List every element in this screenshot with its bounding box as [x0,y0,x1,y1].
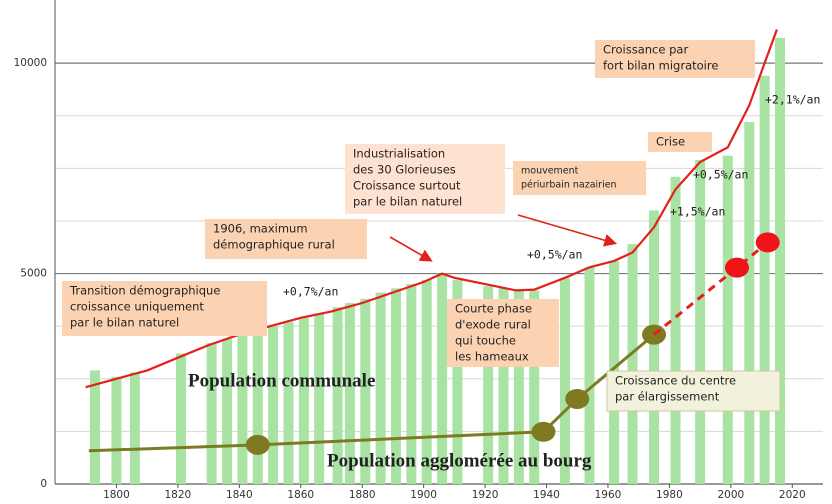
annotation-box [595,40,755,78]
annotation-text: les hameaux [455,350,529,364]
bar [559,277,570,484]
bar [222,338,233,484]
bar [360,298,371,484]
series-line [85,29,778,389]
bar [390,288,401,484]
series-label: Population communale [188,370,375,391]
bar [584,267,595,484]
annotation-text: fort bilan migratoire [603,59,718,73]
annotation-text: Courte phase [455,302,532,316]
bar [498,288,509,484]
bar [529,290,540,484]
bar [649,210,660,484]
annotation-text: croissance uniquement [70,300,204,314]
bar [406,284,417,484]
bar [332,307,343,484]
marker [755,232,780,253]
arrow [389,236,433,262]
rate-label: +0,5%/an [527,248,582,262]
bar [283,321,294,484]
annotation-box [648,132,712,152]
rate-label: +0,5%/an [693,168,748,182]
x-tick-label: 1960 [595,489,622,501]
annotation-box [62,281,267,336]
annotation-box [513,161,646,195]
annotation-text: par le bilan naturel [70,316,179,330]
bar [722,155,733,484]
marker [531,421,556,442]
bar [744,122,755,484]
y-tick-label: 0 [40,478,47,490]
annotation-text: Transition démographique [69,284,220,298]
annotation-text: Croissance par [603,43,688,57]
annotation-text: des 30 Glorieuses [353,163,456,177]
annotation-text: d'exode rural [455,318,531,332]
bar [252,330,263,484]
annotation-box [606,370,781,412]
marker [724,257,749,278]
x-tick-label: 2000 [717,489,744,501]
annotation-text: 1906, maximum [213,222,308,236]
bar [375,292,386,484]
annotation-text: Industrialisation [353,147,445,161]
bar [437,273,448,484]
rate-label: +0,7%/an [283,285,338,299]
x-tick-label: 1980 [656,489,683,501]
x-tick-label: 1800 [103,489,130,501]
bar [344,303,355,484]
bar [774,37,785,484]
y-tick-label: 5000 [20,268,47,280]
annotation-text: mouvement [521,166,579,177]
bar [268,326,279,484]
x-tick-label: 1840 [226,489,253,501]
series-label: Population agglomérée au bourg [327,450,592,471]
annotation-box [205,219,367,259]
bar [513,290,524,484]
annotation-text: Croissance du centre [615,374,736,388]
x-tick-label: 1920 [472,489,499,501]
annotation-text: périurbain nazairien [521,180,617,191]
marker [245,434,270,455]
bar [129,372,140,484]
bar [298,317,309,484]
bar [314,313,325,484]
bar [175,353,186,484]
annotation-text: Crise [656,135,685,149]
bar [111,376,122,484]
x-tick-label: 1900 [410,489,437,501]
annotation-text: qui touche [455,334,516,348]
x-tick-label: 1880 [349,489,376,501]
annotation-text: par élargissement [615,390,720,404]
bar [421,279,432,484]
y-tick-label: 10000 [14,57,47,69]
bar [483,286,494,484]
annotation-text: Croissance surtout [353,179,461,193]
annotation-box [345,144,505,214]
bar [206,343,217,484]
series-line [653,241,769,336]
bar [452,279,463,484]
rate-label: +1,5%/an [670,205,725,219]
bar [759,75,770,484]
x-tick-label: 1820 [165,489,192,501]
bar [89,370,100,484]
bar [237,334,248,484]
arrow [517,214,618,247]
x-tick-label: 2020 [779,489,806,501]
bar [627,244,638,484]
annotation-text: démographique rural [213,238,335,252]
rate-label: +2,1%/an [765,93,820,107]
x-tick-label: 1940 [533,489,560,501]
x-tick-label: 1860 [287,489,314,501]
bar [670,176,681,485]
annotation-box [447,299,559,367]
bar [695,159,706,485]
annotation-text: par le bilan naturel [353,195,462,209]
marker [565,388,590,409]
